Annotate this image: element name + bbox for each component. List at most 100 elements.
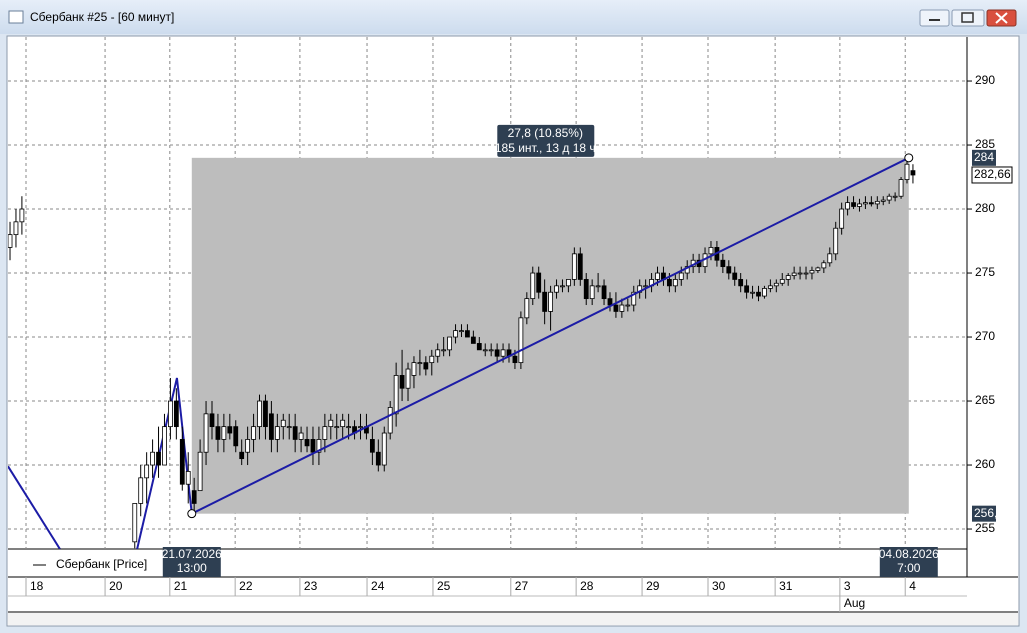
candle-body [756,291,761,297]
candle-body [423,362,429,370]
x-tick-label: 27 [515,579,529,593]
candle-body [417,362,423,365]
candle-body [209,413,215,428]
x-tick-label: Aug [844,596,865,610]
candle-body [470,336,476,344]
candle-body [720,259,726,268]
candle-body [619,304,625,312]
candle-body [465,330,470,338]
candle-body [257,400,262,428]
candle-body [892,195,898,198]
candle-body [672,279,678,287]
candle-body [173,400,179,428]
candle-body [441,349,447,352]
x-tick-label: 29 [646,579,660,593]
candle-body [310,439,316,453]
close-button[interactable] [986,9,1017,27]
candle-body [334,426,340,429]
candle-body [19,208,25,223]
candle-body [132,503,138,543]
zigzag-line [8,465,61,549]
candle-body [542,291,548,312]
candle-body [857,203,862,207]
measure-label: 27,8 (10.85%) [508,126,583,140]
candle-body [886,195,892,201]
candle-body [863,202,868,205]
candle-body [494,349,500,357]
candle-body [322,426,328,440]
candle-body [583,279,589,300]
candle-body [566,279,571,287]
date-label: 13:00 [177,561,207,575]
title-bar [0,0,1027,34]
candle-body [797,272,803,275]
candle-body [732,272,738,280]
candle-body [286,426,292,429]
candle-body [904,163,910,180]
candle-body [292,426,298,440]
candle-body [375,451,381,466]
minimize-button[interactable] [919,9,950,27]
candle-body [601,285,607,300]
candle-body [738,279,744,287]
candle-body [358,426,363,429]
candle-body [631,291,637,306]
date-label: 21.07.2026 [162,547,222,561]
candle-body [625,304,631,307]
y-tick-label: 290 [975,73,995,87]
x-tick-label: 3 [844,579,851,593]
candle-body [655,272,660,280]
x-tick-label: 18 [30,579,44,593]
x-tick-label: 23 [304,579,318,593]
plot-area [8,37,967,549]
y-tick-label: 265 [975,393,995,407]
price-label-box [972,505,996,522]
candle-body [429,355,435,364]
candle-body [530,272,536,300]
x-tick-label: 31 [779,579,793,593]
price-label: 282,66 [974,167,1011,181]
price-label: 256,2 [974,506,1004,520]
x-tick-label: 24 [371,579,385,593]
candle-body [221,426,227,440]
maximize-button[interactable] [951,9,985,27]
candle-body [435,349,441,357]
measure-label-box [497,124,595,157]
candle-body [750,291,755,294]
candle-body [571,253,577,280]
candle-body [215,426,221,440]
candle-body [554,285,559,293]
candle-body [138,477,144,504]
candle-body [536,272,542,293]
candle-body [524,298,530,319]
candle-body [512,355,518,364]
candle-body [726,266,732,274]
candle-body [874,200,880,205]
candle-body [803,272,809,275]
candle-body [185,471,191,485]
candle-body [851,202,856,207]
candle-body [577,253,583,280]
scrollbar[interactable] [8,613,1018,625]
candle-body [815,267,821,271]
candle-body [548,291,553,312]
candle-body [560,285,565,288]
candle-body [263,400,268,428]
candle-body [245,439,251,453]
x-tick-label: 20 [109,579,123,593]
legend-label: Сбербанк [Price] [56,557,147,571]
candle-body [785,275,791,280]
candle-body [868,202,874,205]
candle-body [845,202,851,210]
date-label: 04.08.2026 [879,547,939,561]
candle-body [411,362,417,376]
candle-body [821,262,827,269]
candle-body [233,426,239,447]
candle-body [239,451,245,460]
candle-body [316,439,322,453]
candle-body [203,413,209,453]
candle-body [298,432,304,440]
x-tick-label: 22 [239,579,253,593]
